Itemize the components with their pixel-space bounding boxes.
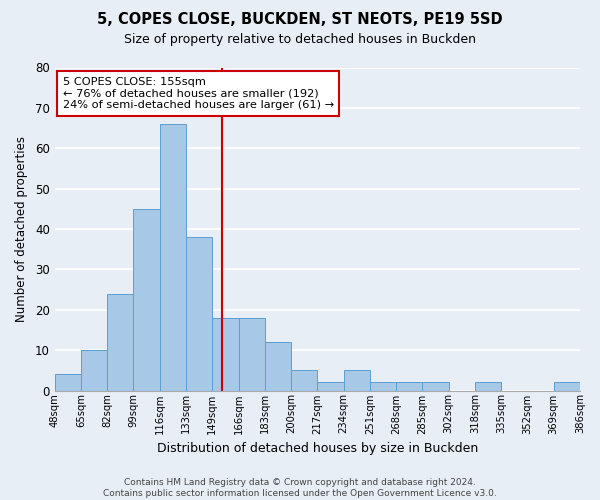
Bar	[239, 318, 265, 390]
Bar	[475, 382, 501, 390]
Bar	[370, 382, 396, 390]
Bar	[344, 370, 370, 390]
Bar	[55, 374, 81, 390]
Bar	[186, 237, 212, 390]
Bar	[212, 318, 239, 390]
Bar	[160, 124, 186, 390]
Bar	[396, 382, 422, 390]
Y-axis label: Number of detached properties: Number of detached properties	[15, 136, 28, 322]
X-axis label: Distribution of detached houses by size in Buckden: Distribution of detached houses by size …	[157, 442, 478, 455]
Bar	[107, 294, 133, 390]
Bar	[133, 209, 160, 390]
Bar	[81, 350, 107, 391]
Bar	[554, 382, 580, 390]
Text: 5 COPES CLOSE: 155sqm
← 76% of detached houses are smaller (192)
24% of semi-det: 5 COPES CLOSE: 155sqm ← 76% of detached …	[62, 77, 334, 110]
Text: Contains HM Land Registry data © Crown copyright and database right 2024.
Contai: Contains HM Land Registry data © Crown c…	[103, 478, 497, 498]
Bar	[291, 370, 317, 390]
Bar	[265, 342, 291, 390]
Text: 5, COPES CLOSE, BUCKDEN, ST NEOTS, PE19 5SD: 5, COPES CLOSE, BUCKDEN, ST NEOTS, PE19 …	[97, 12, 503, 28]
Bar	[317, 382, 344, 390]
Bar	[422, 382, 449, 390]
Text: Size of property relative to detached houses in Buckden: Size of property relative to detached ho…	[124, 32, 476, 46]
